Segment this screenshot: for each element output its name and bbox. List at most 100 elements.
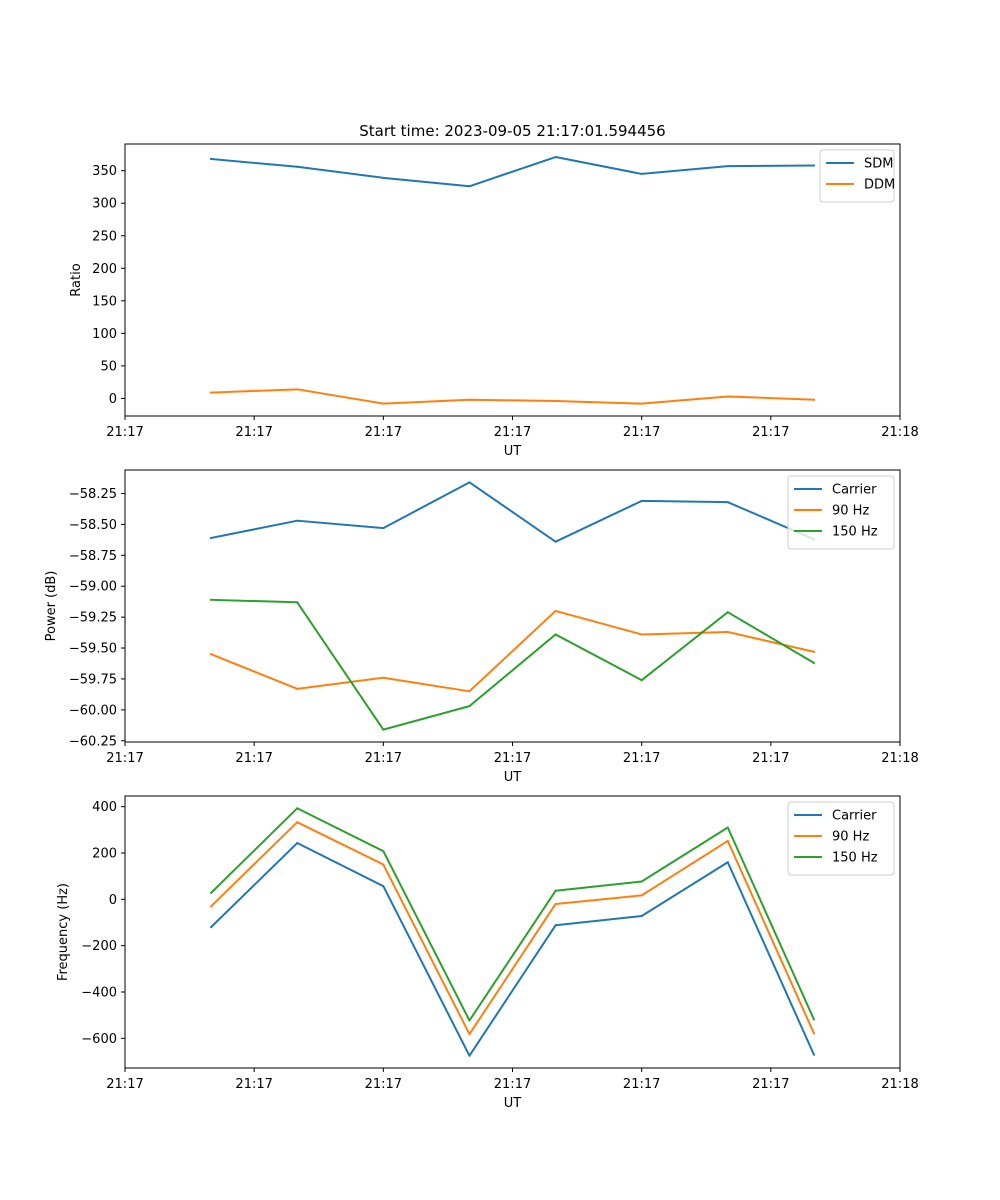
x-tick-label: 21:17 [235,751,272,766]
x-tick-label: 21:17 [623,1077,660,1092]
data-point [210,926,213,929]
data-point [726,826,729,829]
legend: Carrier 90 Hz 150 Hz [787,475,895,550]
y-tick-label: 250 [92,229,117,244]
data-point [210,157,213,160]
y-tick-label: 400 [92,800,117,815]
legend-label: 90 Hz [832,504,869,519]
y-tick-label: −60.25 [69,734,117,749]
data-point [640,499,643,502]
data-point [210,598,213,601]
y-axis-label: Frequency (Hz) [56,883,71,981]
x-axis-label: UT [504,1096,522,1111]
x-tick-label: 21:17 [494,751,531,766]
x-tick-label: 21:17 [235,1077,272,1092]
y-tick-label: −59.75 [69,672,117,687]
data-point [210,891,213,894]
x-tick-label: 21:17 [365,751,402,766]
data-point [554,540,557,543]
data-point [382,176,385,179]
x-tick-label: 21:17 [752,1077,789,1092]
data-point [296,388,299,391]
y-tick-label: −59.50 [69,642,117,657]
y-tick-label: −58.50 [69,518,117,533]
data-point [554,633,557,636]
y-axis-label: Power (dB) [44,571,59,642]
data-point [382,850,385,853]
y-tick-label: 200 [92,846,117,861]
data-point [554,889,557,892]
chart-panel-1: 21:17 21:17 21:17 21:17 21:17 21:17 21:18 0 50 10… [69,143,919,459]
y-tick-label: 0 [109,893,117,908]
y-tick-label: −600 [81,1032,117,1047]
legend-label: DDM [864,178,895,193]
x-tick-label: 21:17 [623,425,660,440]
data-point [726,611,729,614]
data-point [726,501,729,504]
data-point [296,601,299,604]
y-tick-label: 50 [100,359,117,374]
data-point [382,402,385,405]
series-line-90-hz [209,821,816,1036]
x-tick-label: 21:17 [623,751,660,766]
data-point [210,905,213,908]
y-tick-label: −400 [81,986,117,1001]
data-point [296,821,299,824]
data-point [726,630,729,633]
data-point [468,1054,471,1057]
data-point [812,1018,815,1021]
data-point [812,1053,815,1056]
x-tick-label: 21:17 [235,425,272,440]
data-point [382,527,385,530]
y-axis-label: Ratio [69,263,84,296]
data-point [210,537,213,539]
data-point [812,164,815,167]
data-point [382,728,385,731]
data-point [726,395,729,398]
data-point [468,705,471,708]
x-tick-label: 21:17 [106,751,143,766]
data-point [812,1032,815,1035]
series-line-carrier [209,481,816,543]
legend-label: 150 Hz [832,851,878,866]
x-tick-label: 21:17 [752,751,789,766]
x-tick-label: 21:17 [365,1077,402,1092]
data-point [468,1033,471,1036]
series-line-ddm [210,388,815,405]
data-point [382,885,385,888]
data-point [382,676,385,679]
y-tick-label: −59.00 [69,580,117,595]
data-point [812,650,815,653]
series-line-sdm [210,156,815,188]
data-point [726,839,729,842]
data-point [640,894,643,897]
y-tick-label: −200 [81,939,117,954]
x-tick-label: 21:18 [881,1077,918,1092]
data-point [640,880,643,883]
data-point [640,172,643,175]
series-line-150-hz [209,807,816,1022]
data-point [640,679,643,682]
legend: SDM DDM [819,149,895,203]
data-point [296,842,299,845]
data-point [296,519,299,522]
data-point [812,661,815,664]
figure-title: Start time: 2023-09-05 21:17:01.594456 [359,122,665,140]
data-point [468,398,471,401]
x-tick-label: 21:17 [494,1077,531,1092]
legend-label: 150 Hz [832,525,878,540]
data-point [554,902,557,905]
data-point [296,807,299,810]
data-point [296,687,299,690]
legend-label: Carrier [832,483,877,498]
x-tick-label: 21:17 [752,425,789,440]
series-line-150-hz [210,598,816,731]
y-tick-label: 0 [109,392,117,407]
x-tick-label: 21:17 [365,425,402,440]
y-tick-label: −60.00 [69,703,117,718]
data-point [468,1019,471,1022]
x-axis-label: UT [504,770,522,785]
data-point [382,863,385,866]
y-tick-label: 350 [92,164,117,179]
